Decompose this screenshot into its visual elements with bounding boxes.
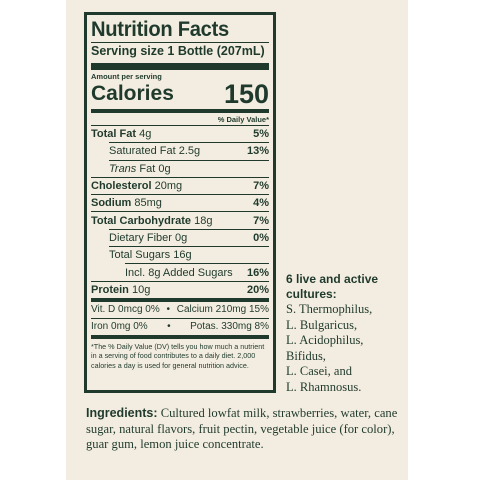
nutrient-label: Incl. 8g Added Sugars xyxy=(125,266,233,279)
divider xyxy=(91,42,269,43)
nutrient-pct: 7% xyxy=(253,180,269,193)
vitamin-row: Iron 0mg 0% • Potas. 330mg 8% xyxy=(91,317,269,335)
vitamin-right: Calcium 210mg 15% xyxy=(176,304,269,316)
nutrient-row-saturated-fat: Saturated Fat 2.5g 13% xyxy=(109,142,269,159)
ingredients-block: Ingredients: Cultured lowfat milk, straw… xyxy=(86,406,406,453)
culture-item: Bifidus, xyxy=(286,348,326,363)
nutrient-amount: 18g xyxy=(194,214,213,227)
nutrient-label: Trans xyxy=(109,162,137,175)
label-background xyxy=(66,0,408,480)
nutrient-pct: 13% xyxy=(246,145,269,158)
nutrient-pct: 16% xyxy=(246,266,269,279)
nutrient-row-dietary-fiber: Dietary Fiber 0g 0% xyxy=(109,228,269,246)
ingredients-text: Cultured lowfat milk, strawberries, wate… xyxy=(86,406,398,451)
culture-item: L. Rhamnosus. xyxy=(286,379,362,394)
nutrition-facts-panel: Nutrition Facts Serving size 1 Bottle (2… xyxy=(84,12,276,393)
nutrient-label: Total Sugars xyxy=(109,249,171,262)
vitamin-left: Iron 0mg 0% xyxy=(91,321,148,333)
daily-value-footnote: *The % Daily Value (DV) tells you how mu… xyxy=(91,334,269,370)
right-margin xyxy=(408,0,480,480)
nutrient-amount: 2.5g xyxy=(178,145,201,158)
nutrient-row-trans-fat: Trans Fat 0g xyxy=(109,159,269,177)
thick-divider xyxy=(91,63,269,70)
daily-value-header: % Daily Value* xyxy=(217,115,269,124)
nutrient-row-added-sugars: Incl. 8g Added Sugars 16% xyxy=(125,263,269,280)
nutrient-amount: 85mg xyxy=(134,197,162,210)
nutrient-row-total-sugars: Total Sugars 16g xyxy=(109,246,269,263)
nutrient-label: Total Carbohydrate xyxy=(91,214,192,227)
culture-item: S. Thermophilus, xyxy=(286,302,373,316)
separator-dot: • xyxy=(166,304,170,316)
nutrient-pct: 5% xyxy=(253,128,269,141)
nutrient-amount: 4g xyxy=(139,128,152,141)
nutrient-label: Cholesterol xyxy=(91,180,152,193)
nutrient-row-total-carbohydrate: Total Carbohydrate 18g 7% xyxy=(91,211,269,228)
nutrient-label: Sodium xyxy=(91,197,132,210)
nutrient-row-protein: Protein 10g 20% xyxy=(91,280,269,302)
amount-per-serving: Amount per serving xyxy=(91,72,162,81)
culture-item: L. Bulgaricus, xyxy=(286,317,358,332)
separator-dot: • xyxy=(167,321,171,333)
vitamin-left: Vit. D 0mcg 0% xyxy=(91,304,160,316)
nutrient-label: Dietary Fiber xyxy=(109,231,172,244)
nutrient-pct: 4% xyxy=(253,197,269,210)
nutrient-pct: 7% xyxy=(253,214,269,227)
panel-title: Nutrition Facts xyxy=(91,18,229,41)
nutrient-label: Saturated Fat xyxy=(109,145,176,158)
ingredients-label: Ingredients: xyxy=(86,406,158,420)
calories-value: 150 xyxy=(223,79,269,109)
nutrient-amount: 20mg xyxy=(154,180,183,193)
vitamin-right: Potas. 330mg 8% xyxy=(190,321,269,333)
culture-item: L. Acidophilus, xyxy=(286,333,364,348)
calories-row: Calories 150 xyxy=(91,79,269,109)
nutrient-row-total-fat: Total Fat 4g 5% xyxy=(91,125,269,142)
nutrient-row-cholesterol: Cholesterol 20mg 7% xyxy=(91,176,269,194)
nutrient-label: Total Fat xyxy=(91,128,137,141)
nutrient-pct: 0% xyxy=(253,231,269,244)
live-cultures-block: 6 live and active cultures: S. Thermophi… xyxy=(286,272,404,396)
nutrient-amount: Fat 0g xyxy=(139,162,171,175)
nutrient-row-sodium: Sodium 85mg 4% xyxy=(91,194,269,211)
cultures-heading: 6 live and active cultures: xyxy=(286,272,379,301)
calories-label: Calories xyxy=(91,82,174,105)
nutrient-amount: 16g xyxy=(173,249,192,262)
nutrient-label: Protein xyxy=(91,283,129,296)
nutrient-pct: 20% xyxy=(246,283,269,296)
nutrient-amount: 10g xyxy=(131,283,151,296)
medium-divider xyxy=(91,109,269,113)
serving-size: Serving size 1 Bottle (207mL) xyxy=(91,44,265,58)
nutrient-amount: 0g xyxy=(175,231,188,244)
vitamin-row: Vit. D 0mcg 0% • Calcium 210mg 15% xyxy=(91,302,269,318)
culture-item: L. Casei, and xyxy=(286,364,352,379)
left-margin xyxy=(0,0,66,480)
